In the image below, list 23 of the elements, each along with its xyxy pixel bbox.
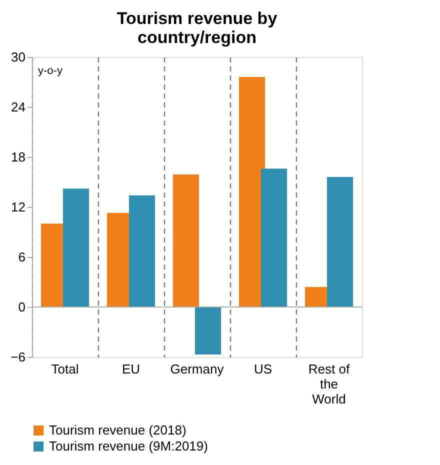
y-axis-title: y-o-y	[38, 65, 63, 77]
y-tick-label: 24	[11, 100, 26, 114]
legend-label: Tourism revenue (2018)	[49, 422, 186, 438]
y-tick-label: 6	[18, 250, 26, 264]
y-tick-label: 12	[11, 200, 26, 214]
bar	[63, 188, 89, 307]
bar	[261, 168, 287, 307]
bar	[239, 77, 265, 307]
legend-label: Tourism revenue (9M:2019)	[49, 438, 208, 454]
x-tick-label: EU	[122, 362, 140, 376]
x-tick-label: Germany	[170, 362, 224, 376]
x-tick-label: US	[254, 362, 272, 376]
y-tick-label: 30	[11, 50, 26, 64]
x-tick-label: Rest of the World	[308, 362, 350, 406]
y-tick-label: 18	[11, 150, 26, 164]
bar	[173, 174, 199, 307]
x-tick-label: Total	[51, 362, 79, 376]
chart-title: Tourism revenue by country/region	[116, 9, 278, 47]
bar	[129, 195, 155, 307]
bar	[327, 177, 353, 307]
bar	[195, 307, 221, 354]
y-tick-label: −6	[10, 350, 26, 364]
y-tick-label: 0	[18, 300, 26, 314]
